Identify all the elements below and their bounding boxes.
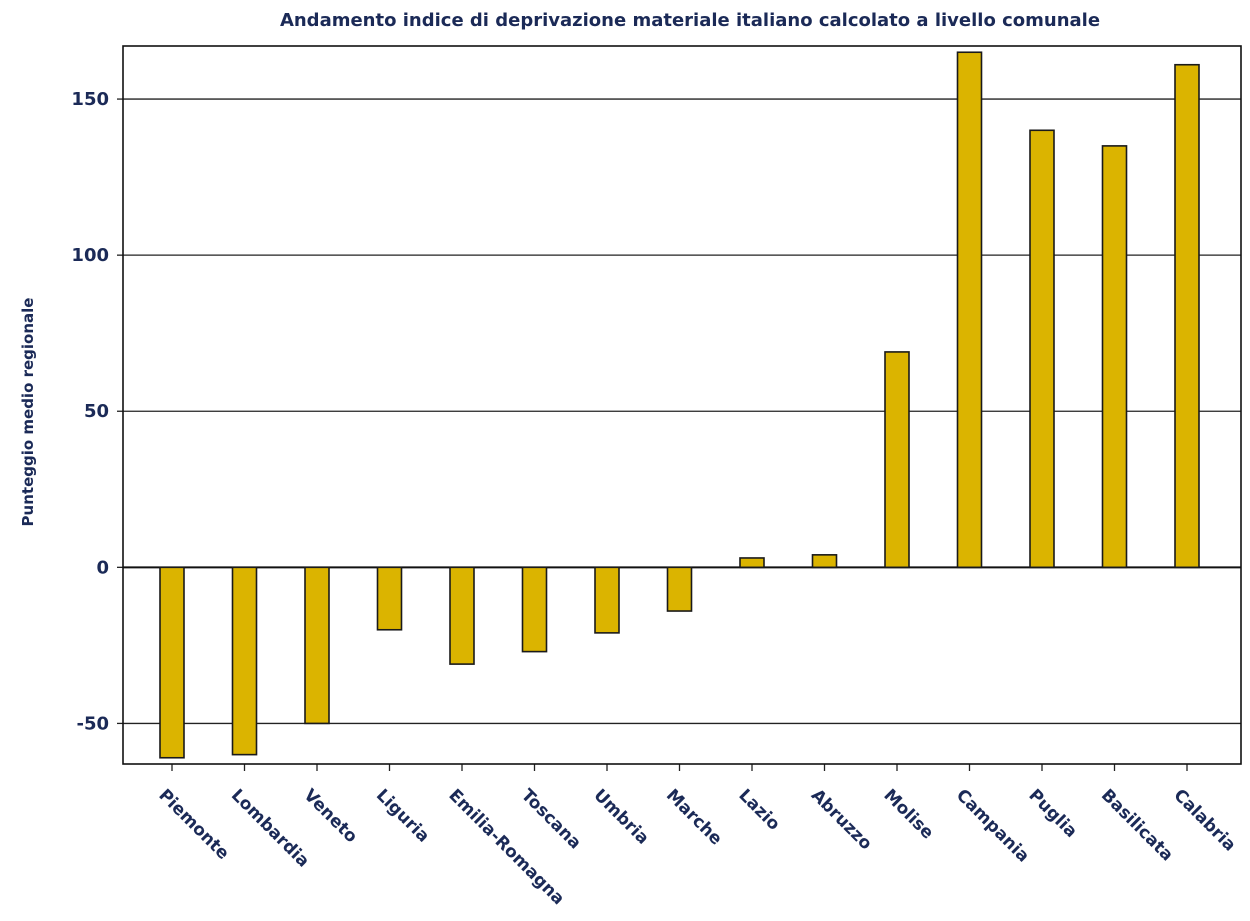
y-tick-label: 0 <box>96 557 109 578</box>
x-tick-label: Lazio <box>734 785 783 834</box>
x-tick-label: Veneto <box>299 785 361 847</box>
bar-umbria <box>594 566 620 634</box>
bar-liguria <box>376 566 403 631</box>
bar-piemonte <box>159 566 185 759</box>
bar-basilicata <box>1101 145 1128 569</box>
x-tick-label: Toscana <box>517 785 585 853</box>
x-tick-label: Puglia <box>1024 785 1080 841</box>
x-tick-label: Umbria <box>589 785 652 848</box>
bar-emilia-romagna <box>449 566 475 665</box>
bar-molise <box>884 351 910 569</box>
x-tick-label: Calabria <box>1169 785 1239 855</box>
x-tick-label: Marche <box>662 785 726 849</box>
bar-puglia <box>1029 129 1055 569</box>
x-tick-label: Piemonte <box>154 785 232 863</box>
y-axis-label: Punteggio medio regionale <box>19 298 37 527</box>
y-tick-label: 50 <box>84 401 109 422</box>
chart-title: Andamento indice di deprivazione materia… <box>280 10 1100 31</box>
x-tick-label: Liguria <box>372 785 433 846</box>
x-tick-label: Basilicata <box>1097 785 1177 865</box>
y-tick-label: 150 <box>71 89 109 110</box>
bar-marche <box>666 566 693 612</box>
bar-abruzzo <box>811 554 838 569</box>
bar-veneto <box>304 566 330 725</box>
y-tick-label: -50 <box>76 713 109 734</box>
bar-toscana <box>521 566 548 653</box>
bar-calabria <box>1174 63 1200 569</box>
bar-lazio <box>739 557 765 569</box>
plot-frame <box>122 45 1242 765</box>
x-tick-label: Campania <box>952 785 1033 866</box>
bar-campania <box>956 51 983 569</box>
bar-lombardia <box>231 566 258 756</box>
x-tick-label: Abruzzo <box>807 785 876 854</box>
y-tick-label: 100 <box>71 245 109 266</box>
x-tick-label: Molise <box>879 785 937 843</box>
